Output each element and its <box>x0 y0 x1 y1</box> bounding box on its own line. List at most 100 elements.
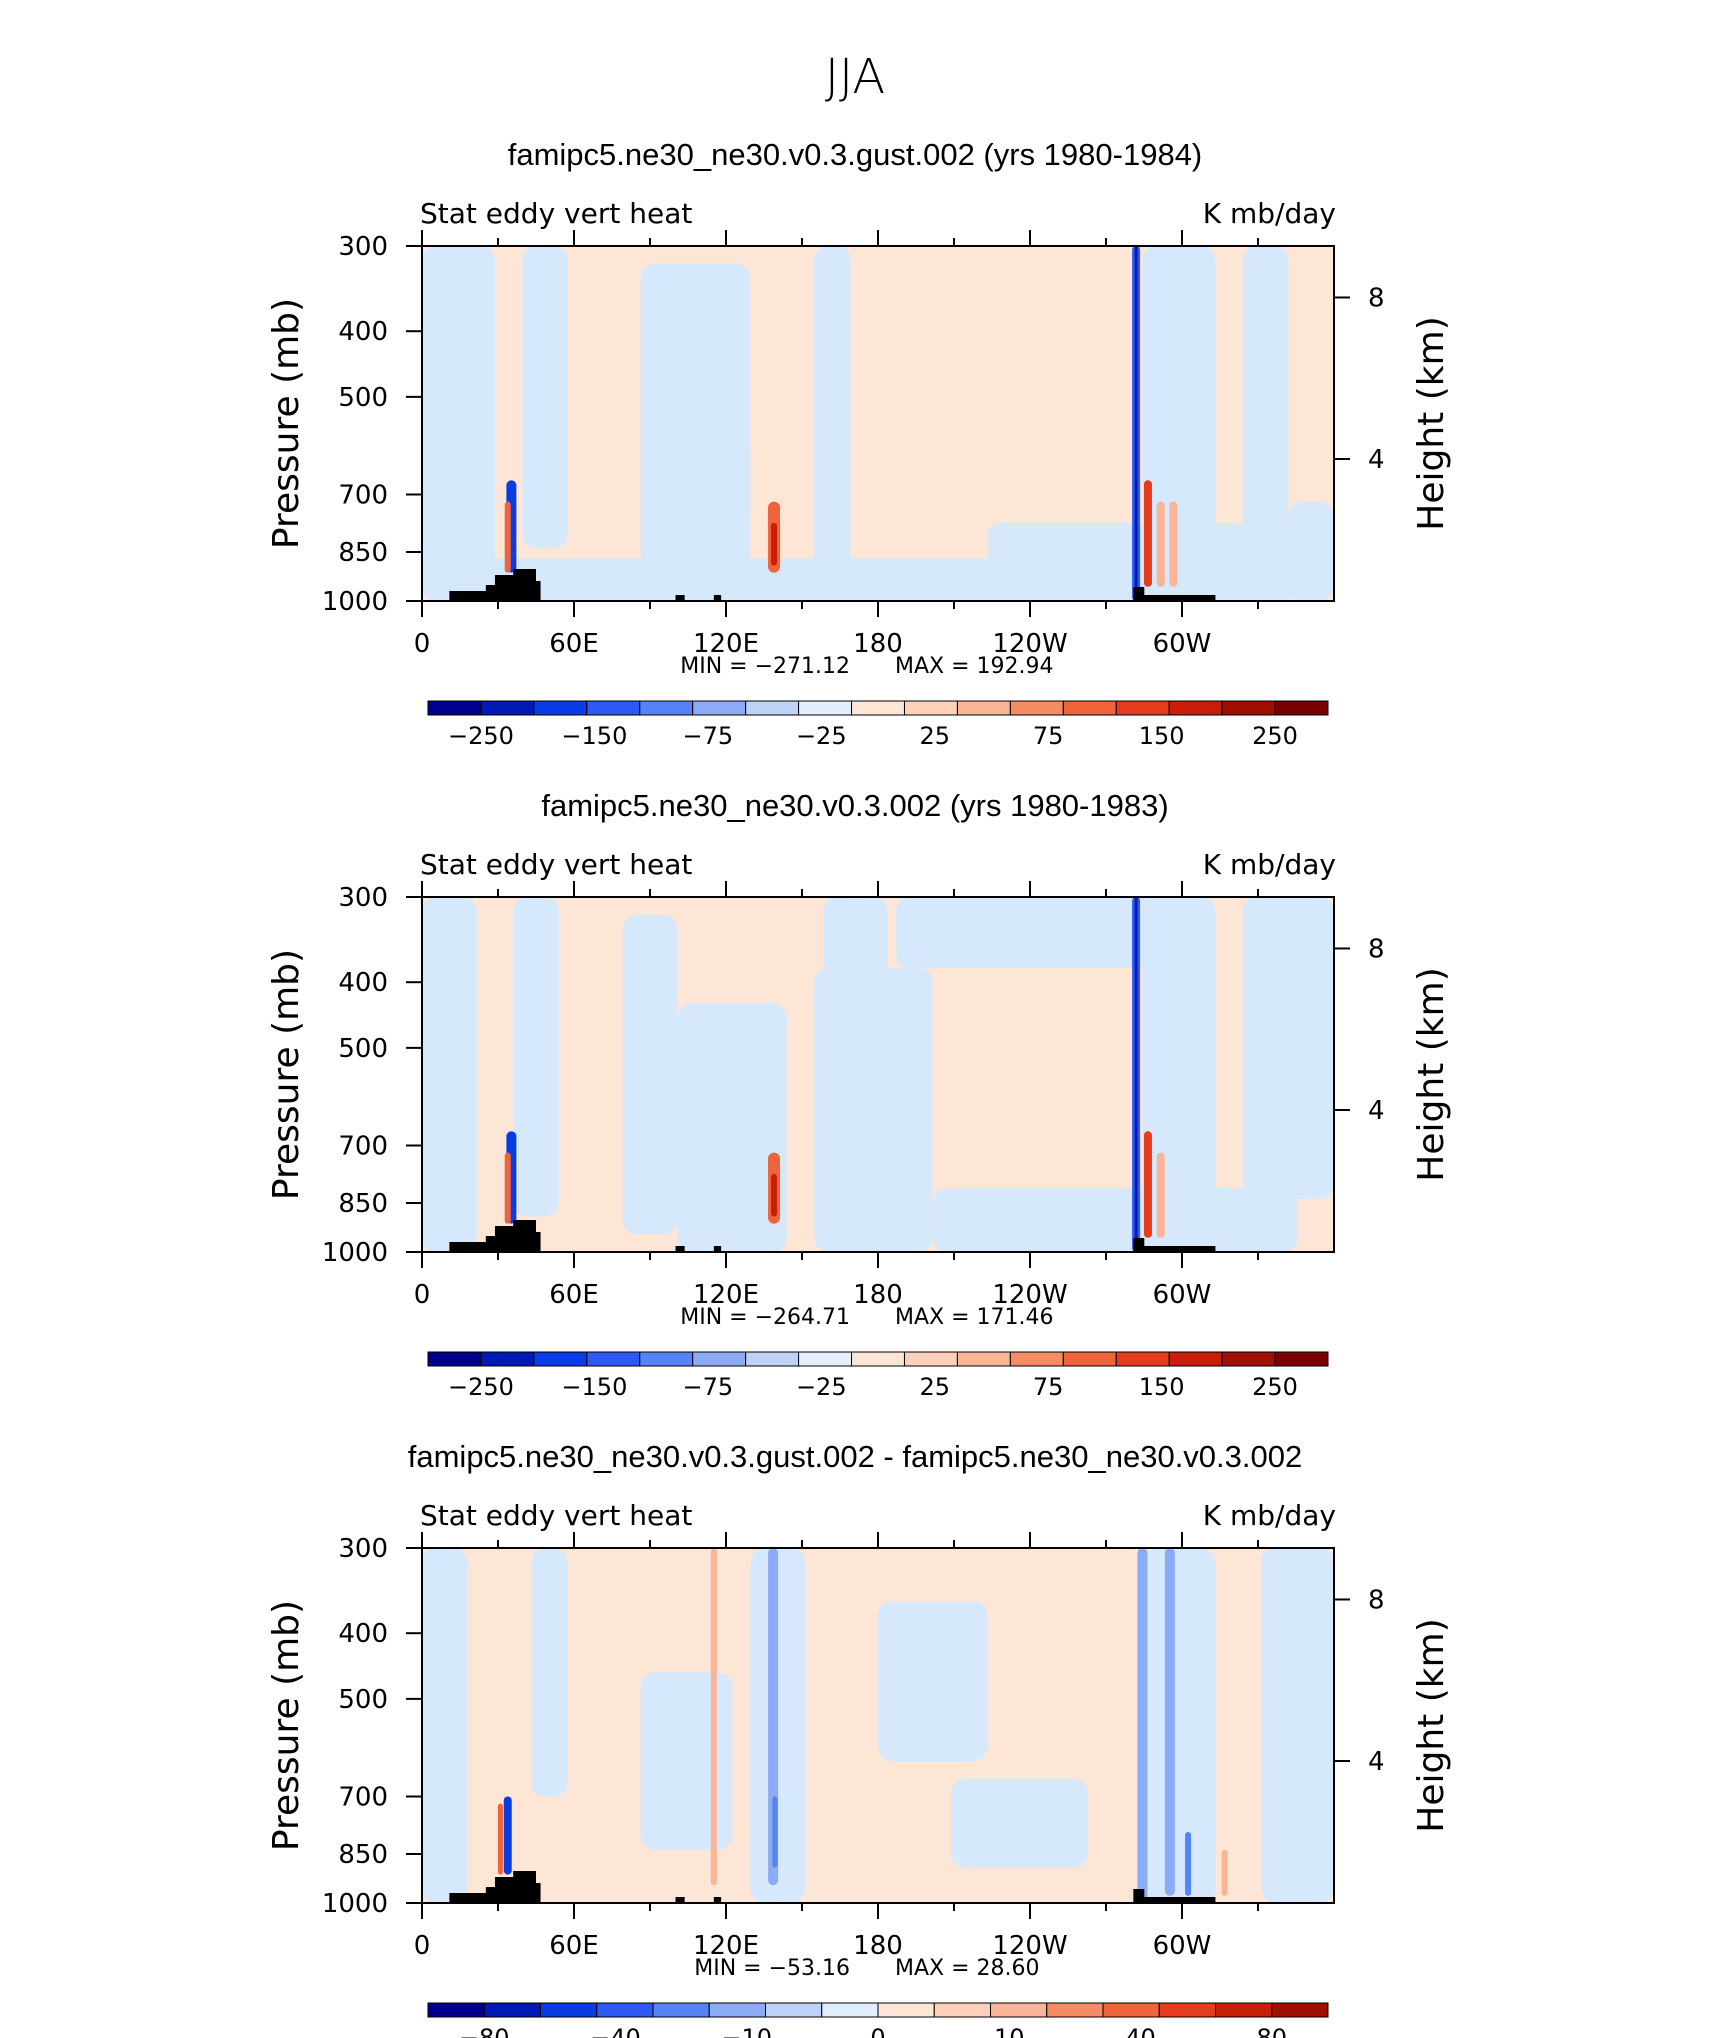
topography <box>531 581 541 601</box>
y-tick-label: 300 <box>338 232 388 262</box>
topography <box>1133 587 1145 601</box>
colorbar-swatch <box>1168 700 1223 716</box>
colorbar-swatch <box>1046 2002 1104 2018</box>
colorbar-swatch <box>903 1351 958 1367</box>
max-label: MAX = 192.94 <box>895 654 1054 679</box>
x-tick-label: 120W <box>992 1280 1067 1310</box>
panel-3: famipc5.ne30_ne30.v0.3.gust.002 - famipc… <box>266 1439 1452 2038</box>
y2-tick-label: 4 <box>1368 1096 1385 1126</box>
contour-region <box>640 263 751 584</box>
colorbar-label: −25 <box>796 1373 847 1401</box>
x-tick-label: 0 <box>414 1931 431 1961</box>
colorbar-swatch <box>427 1351 482 1367</box>
panel-title: famipc5.ne30_ne30.v0.3.002 (yrs 1980-198… <box>541 788 1168 823</box>
x-tick-label: 0 <box>414 1280 431 1310</box>
colorbar-swatch <box>821 2002 879 2018</box>
colorbar-swatch <box>1062 1351 1117 1367</box>
left-label: Stat eddy vert heat <box>420 1499 692 1532</box>
colorbar-label: 25 <box>919 1373 950 1401</box>
y-tick-label: 1000 <box>322 1889 388 1919</box>
colorbar-label: 75 <box>1033 1373 1064 1401</box>
field-contours <box>422 246 1334 601</box>
y-tick-label: 500 <box>338 383 388 413</box>
colorbar-swatch <box>639 700 694 716</box>
contour-region <box>1142 1548 1216 1903</box>
colorbar-swatch <box>1009 1351 1064 1367</box>
panel-1: famipc5.ne30_ne30.v0.3.gust.002 (yrs 198… <box>266 137 1452 750</box>
topography <box>675 1897 685 1903</box>
contour-feature <box>1164 1548 1175 1896</box>
y-tick-label: 850 <box>338 1189 388 1219</box>
colorbar-label: −80 <box>459 2024 510 2038</box>
colorbar-swatch <box>765 2002 823 2018</box>
topography <box>449 1893 514 1903</box>
colorbar-swatch <box>903 700 958 716</box>
y2-tick-label: 8 <box>1368 283 1385 313</box>
topography <box>513 569 536 601</box>
colorbar-swatch <box>877 2002 935 2018</box>
colorbar-label: −250 <box>448 1373 514 1401</box>
colorbar-label: 80 <box>1256 2024 1287 2038</box>
x-tick-label: 60W <box>1153 1280 1212 1310</box>
panel-2: famipc5.ne30_ne30.v0.3.002 (yrs 1980-198… <box>266 788 1452 1401</box>
contour-feature <box>771 522 778 566</box>
colorbar-swatch <box>1115 700 1170 716</box>
y2-axis-title: Height (km) <box>1411 1618 1452 1832</box>
colorbar-label: −10 <box>721 2024 772 2038</box>
colorbar-swatch <box>1158 2002 1216 2018</box>
topography <box>1142 595 1216 601</box>
colorbar-label: 250 <box>1252 1373 1298 1401</box>
x-tick-label: 120W <box>992 629 1067 659</box>
y-tick-label: 850 <box>338 1840 388 1870</box>
contour-region <box>422 897 477 1252</box>
topography <box>449 591 514 601</box>
y-tick-label: 700 <box>338 481 388 511</box>
colorbar-swatch <box>1274 1351 1329 1367</box>
contour-region <box>1242 246 1289 566</box>
colorbar-swatch <box>745 1351 800 1367</box>
x-tick-label: 180 <box>853 629 903 659</box>
x-tick-label: 60W <box>1153 629 1212 659</box>
colorbar-label: 10 <box>994 2024 1025 2038</box>
colorbar-swatch <box>1062 700 1117 716</box>
contour-feature <box>1169 501 1178 587</box>
x-tick-label: 60W <box>1153 1931 1212 1961</box>
y-tick-label: 700 <box>338 1783 388 1813</box>
min-label: MIN = −53.16 <box>694 1956 850 1981</box>
contour-region <box>531 1548 568 1797</box>
colorbar-label: −25 <box>796 722 847 750</box>
colorbar-label: 150 <box>1139 722 1185 750</box>
colorbar-label: 150 <box>1139 1373 1185 1401</box>
contour-region <box>1242 897 1334 1199</box>
y-tick-label: 850 <box>338 538 388 568</box>
colorbar-swatch <box>639 1351 694 1367</box>
colorbar-swatch <box>745 700 800 716</box>
x-tick-label: 180 <box>853 1280 903 1310</box>
colorbar-swatch <box>692 1351 747 1367</box>
y-tick-label: 400 <box>338 317 388 347</box>
y2-axis-title: Height (km) <box>1411 316 1452 530</box>
colorbar-swatch <box>1102 2002 1160 2018</box>
x-tick-label: 60E <box>549 629 599 659</box>
contour-region <box>640 1672 733 1850</box>
colorbar-swatch <box>956 1351 1011 1367</box>
max-label: MAX = 171.46 <box>895 1305 1054 1330</box>
contour-region <box>814 246 851 601</box>
colorbar-label: 250 <box>1252 722 1298 750</box>
contour-region <box>1261 1548 1334 1903</box>
colorbar-swatch <box>1221 1351 1276 1367</box>
panels: famipc5.ne30_ne30.v0.3.gust.002 (yrs 198… <box>266 137 1452 2038</box>
colorbar-label: −150 <box>561 722 627 750</box>
left-label: Stat eddy vert heat <box>420 848 692 881</box>
contour-region <box>878 1601 988 1761</box>
contour-feature <box>504 501 511 573</box>
y-tick-label: 300 <box>338 1534 388 1564</box>
topography <box>675 595 685 601</box>
topography <box>713 595 722 601</box>
y-tick-label: 300 <box>338 883 388 913</box>
contour-feature <box>504 1152 511 1224</box>
colorbar-label: −250 <box>448 722 514 750</box>
contour-region <box>677 1003 787 1252</box>
contour-feature <box>772 1796 778 1868</box>
